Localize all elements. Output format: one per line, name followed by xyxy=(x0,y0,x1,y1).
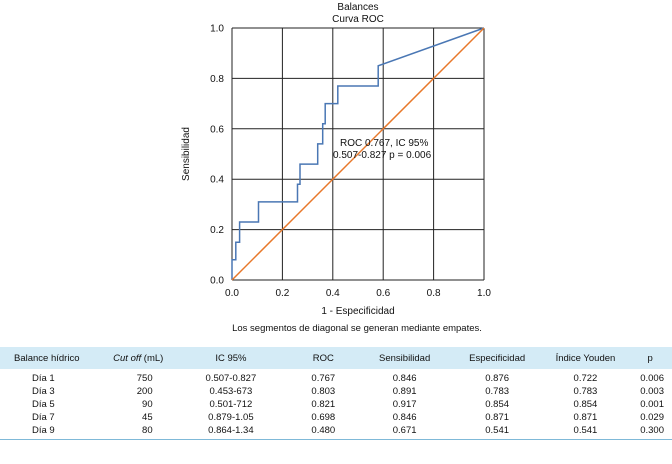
chart-title: Balances xyxy=(337,2,378,13)
cell-ic95: 0.864-1.34 xyxy=(172,424,290,440)
roc-chart: 0.0 0.2 0.4 0.6 0.8 1.0 0.0 0.2 0.4 0.6 0.8 1.0 Bala… xyxy=(181,2,491,334)
x-tick-label: 0.2 xyxy=(275,288,289,299)
x-tick-label: 0.6 xyxy=(376,288,390,299)
cell-cutoff: 200 xyxy=(136,386,153,397)
cell-sensibilidad: 0.917 xyxy=(392,399,417,410)
cell-p: 0.003 xyxy=(640,386,664,397)
cell-p: 0.029 xyxy=(640,412,664,423)
cell-ic95: 0.507-0.827 xyxy=(205,373,257,384)
cell-day: Día 9 xyxy=(0,424,104,440)
y-tick-label: 0.0 xyxy=(210,276,224,287)
cell-cutoff: 45 xyxy=(142,412,153,423)
y-tick-label: 1.0 xyxy=(210,24,224,35)
cell-ic95: 0.501-712 xyxy=(209,399,253,410)
cell-day: Día 7 xyxy=(32,412,55,423)
cell-especificidad: 0.871 xyxy=(485,412,510,423)
cell-youden: 0.783 xyxy=(573,386,598,397)
x-tick-label: 1.0 xyxy=(477,288,491,299)
cell-ic95: 0.879-1.05 xyxy=(208,412,254,423)
cell-cutoff: 750 xyxy=(136,373,153,384)
chart-subtitle: Curva ROC xyxy=(332,14,384,25)
header-p: p xyxy=(647,352,653,364)
cell-roc: 0.767 xyxy=(311,373,336,384)
cell-youden: 0.541 xyxy=(542,424,629,440)
table-row: Día 1 750 0.507-0.827 0.767 0.846 0.876 0.722 0… xyxy=(0,369,672,385)
x-tick-label: 0.4 xyxy=(326,288,340,299)
cell-youden: 0.854 xyxy=(573,399,598,410)
cell-p: 0.006 xyxy=(640,373,664,384)
cell-roc: 0.821 xyxy=(311,399,336,410)
cell-sensibilidad: 0.846 xyxy=(392,373,417,384)
cell-especificidad: 0.854 xyxy=(485,399,510,410)
header-sensibilidad: Sensibilidad xyxy=(379,352,431,364)
annotation-ci: 0.507-0.827 p = 0.006 xyxy=(333,150,432,161)
cell-especificidad: 0.876 xyxy=(485,373,510,384)
y-tick-label: 0.2 xyxy=(210,225,224,236)
annotation-roc: ROC 0.767, IC 95% xyxy=(340,138,428,149)
header-balance: Balance hídrico xyxy=(14,352,80,364)
table-row: Día 9 80 0.864-1.34 0.480 0.671 0.541 0.541 0.3… xyxy=(0,424,672,440)
cell-day: Día 3 xyxy=(32,386,55,397)
table-row: Día 5 90 0.501-712 0.821 0.917 0.854 0.854 0.00… xyxy=(0,398,672,411)
cell-cutoff: 80 xyxy=(103,424,173,440)
cell-p: 0.300 xyxy=(628,424,672,440)
header-cutoff: Cut off (mL) xyxy=(104,347,173,369)
roc-chart-svg: 0.0 0.2 0.4 0.6 0.8 1.0 0.0 0.2 0.4 0.6 0.8 1.0 Bala… xyxy=(181,2,491,334)
table-body: Día 1 750 0.507-0.827 0.767 0.846 0.876 0.722 0… xyxy=(0,369,672,440)
cell-especificidad: 0.783 xyxy=(485,386,510,397)
cell-sensibilidad: 0.891 xyxy=(392,386,417,397)
header-roc: ROC xyxy=(312,352,334,364)
roc-curve-line xyxy=(231,27,485,280)
y-axis-label: Sensibilidad xyxy=(181,127,192,181)
cell-youden: 0.871 xyxy=(573,412,598,423)
cell-roc: 0.698 xyxy=(311,412,336,423)
header-especificidad: Especificidad xyxy=(469,352,526,364)
y-tick-label: 0.6 xyxy=(210,124,224,135)
x-tick-label: 0.0 xyxy=(225,288,239,299)
header-ic95: IC 95% xyxy=(215,352,247,364)
cell-youden: 0.722 xyxy=(573,373,598,384)
cell-day: Día 1 xyxy=(32,373,55,384)
header-cutoff-unit: (mL) xyxy=(141,352,164,364)
results-table: Balance hídrico Cut off (mL) IC 95% ROC … xyxy=(0,347,672,440)
x-axis-label: 1 - Especificidad xyxy=(321,306,394,317)
y-tick-label: 0.8 xyxy=(210,74,224,85)
chart-footnote: Los segmentos de diagonal se generan med… xyxy=(232,323,482,334)
cell-roc: 0.480 xyxy=(289,424,358,440)
reference-diagonal-line xyxy=(231,27,485,281)
table-row: Día 3 200 0.453-673 0.803 0.891 0.783 0.783 0.0… xyxy=(0,385,672,398)
table-row: Día 7 45 0.879-1.05 0.698 0.846 0.871 0.871 0.0… xyxy=(0,411,672,424)
header-youden: Índice Youden xyxy=(555,352,616,364)
cell-p: 0.001 xyxy=(640,399,664,410)
table-header-row: Balance hídrico Cut off (mL) IC 95% ROC … xyxy=(0,347,672,369)
cell-sensibilidad: 0.846 xyxy=(392,412,417,423)
cell-day: Día 5 xyxy=(32,399,55,410)
x-tick-label: 0.8 xyxy=(427,288,441,299)
cell-roc: 0.803 xyxy=(311,386,336,397)
header-cutoff-italic: Cut off xyxy=(113,352,142,364)
cell-especificidad: 0.541 xyxy=(451,424,543,440)
cell-ic95: 0.453-673 xyxy=(209,386,253,397)
y-tick-label: 0.4 xyxy=(210,175,224,186)
cell-cutoff: 90 xyxy=(142,399,153,410)
cell-sensibilidad: 0.671 xyxy=(357,424,452,440)
